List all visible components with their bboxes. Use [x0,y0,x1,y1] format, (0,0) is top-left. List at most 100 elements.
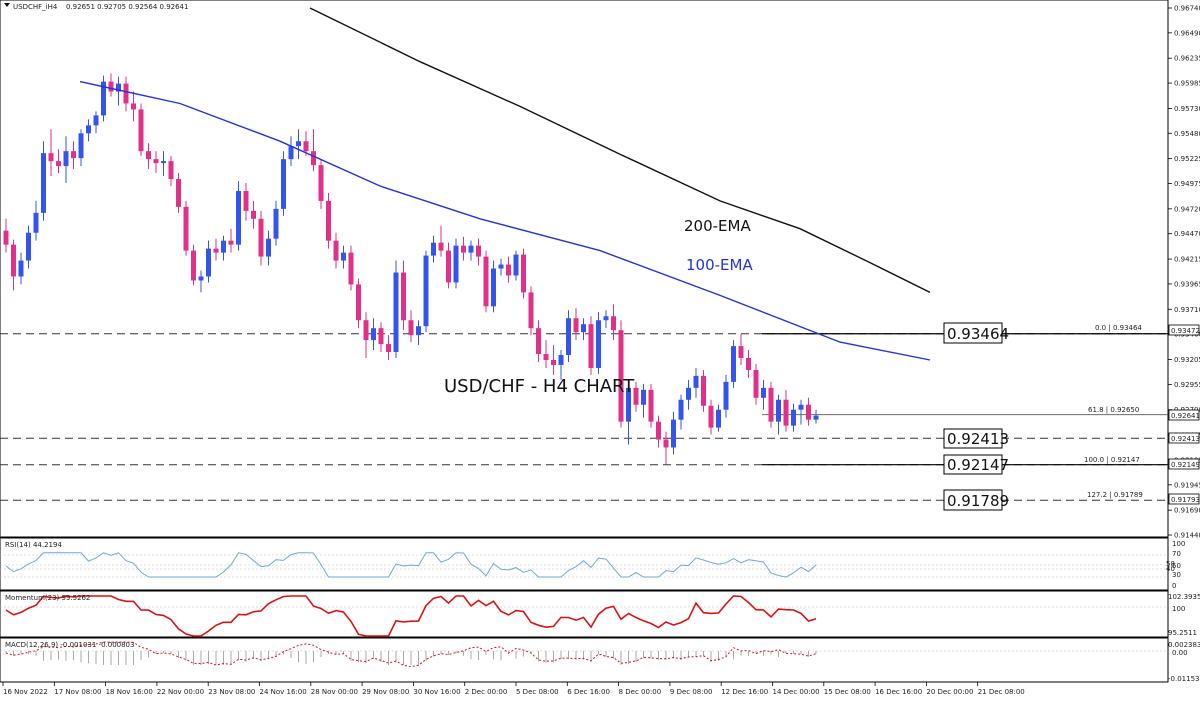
candle-body-70 [528,292,534,329]
rsi-scale-100: 100 [1172,540,1185,548]
xtick-label-13: 9 Dec 08:00 [670,688,713,696]
candle-body-1 [11,244,16,277]
ema-lines [79,7,931,361]
candle-body-19 [146,151,151,160]
xtick-label-15: 14 Dec 00:00 [773,688,820,696]
candle-body-31 [236,190,241,245]
candle-body-15 [116,83,121,92]
ytick-label-2: 0.96235 [1174,55,1200,63]
candle-body-89 [671,419,676,448]
fib-label-2: 100.0 | 0.92147 [1084,456,1140,464]
rsi-scale-30: 30 [1172,571,1181,579]
candle-body-23 [176,179,181,207]
rsi-label: RSI(14) 44.2194 [5,541,62,549]
xtick-label-2: 18 Nov 16:00 [106,688,153,696]
candle-body-29 [221,240,226,253]
candle-body-17 [131,103,136,110]
candle-body-14 [108,81,114,92]
ytick-label-21: 0.91440 [1174,532,1200,540]
svg-text:0.92149: 0.92149 [1171,461,1200,469]
candle-body-43 [326,200,331,241]
svg-text:0.92413: 0.92413 [1171,435,1200,443]
ytick-label-19: 0.91945 [1174,481,1200,489]
xtick-label-1: 17 Nov 08:00 [54,688,101,696]
candle-body-81 [611,316,616,331]
level-box-2: 0.92147 [943,454,1009,475]
candle-body-65 [491,268,496,307]
level-box-0: 0.93464 [943,322,1009,344]
momentum-scale-top: 102.3935 [1168,593,1200,601]
candle-body-102 [768,387,774,422]
candle-body-59 [446,250,451,283]
candle-body-49 [371,328,376,341]
candle-body-97 [731,346,736,382]
candles [3,73,819,465]
candle-body-12 [93,115,99,126]
collapse-triangle-icon[interactable] [4,3,10,7]
xtick-label-9: 2 Dec 00:00 [465,688,508,696]
candle-body-28 [213,248,219,253]
xtick-label-17: 16 Dec 16:00 [875,688,922,696]
candle-body-3 [26,232,31,261]
svg-text:0.93464: 0.93464 [947,325,1009,343]
candle-body-76 [573,318,579,333]
candle-body-22 [168,161,174,180]
ema200-label: 200-EMA [684,217,751,235]
candle-body-96 [723,381,729,410]
symbol-label: USDCHF_iH4 [13,3,58,11]
candle-body-79 [596,320,601,368]
candle-body-58 [438,242,444,251]
candle-body-56 [423,255,429,327]
fib-label-1: 61.8 | 0.92650 [1088,406,1139,414]
xtick-label-16: 15 Dec 08:00 [824,688,871,696]
candle-body-106 [798,404,804,410]
candle-body-108 [813,415,819,420]
candle-body-45 [341,252,346,261]
candle-body-74 [558,355,564,365]
candle-body-62 [468,245,474,253]
svg-text:0.93472: 0.93472 [1171,327,1200,335]
candle-body-4 [33,212,39,233]
candle-body-53 [401,272,406,321]
indicator-lines [0,552,1168,668]
ytick-label-7: 0.94975 [1174,180,1200,188]
time-axis: 16 Nov 2022 17 Nov 08:00 18 Nov 16:00 22 No… [2,682,1025,696]
candle-body-60 [453,245,459,283]
candle-body-80 [603,316,609,321]
xtick-label-11: 6 Dec 16:00 [567,688,610,696]
candle-body-54 [408,320,414,336]
candle-body-83 [626,387,631,422]
candle-body-34 [258,218,264,257]
candle-body-73 [551,359,556,365]
macd-scale-zero: 0.00 [1172,649,1188,657]
candle-body-94 [708,405,714,428]
candle-body-64 [483,256,489,307]
candle-body-25 [191,250,196,281]
candle-body-30 [228,240,234,245]
svg-text:0.91793: 0.91793 [1171,496,1200,504]
svg-text:0.92641: 0.92641 [1171,412,1200,420]
candle-body-101 [761,387,766,398]
candle-body-77 [581,324,586,333]
rsi-scale-70: 70 [1172,550,1181,558]
chart-title: USD/CHF - H4 CHART [444,376,635,397]
candle-body-52 [393,272,399,353]
xtick-label-3: 22 Nov 00:00 [157,688,204,696]
candle-body-47 [356,284,361,321]
level-box-1: 0.92413 [943,428,1009,449]
candle-body-86 [648,389,654,422]
candle-body-78 [588,324,594,368]
candle-body-48 [363,320,369,341]
candle-body-63 [476,245,481,257]
xtick-label-4: 23 Nov 08:00 [208,688,255,696]
candle-body-18 [138,109,144,152]
scale-box-current: 0.92641 [1168,409,1200,421]
candle-body-95 [716,409,721,428]
candle-body-37 [281,159,286,209]
xtick-label-5: 24 Nov 16:00 [260,688,307,696]
